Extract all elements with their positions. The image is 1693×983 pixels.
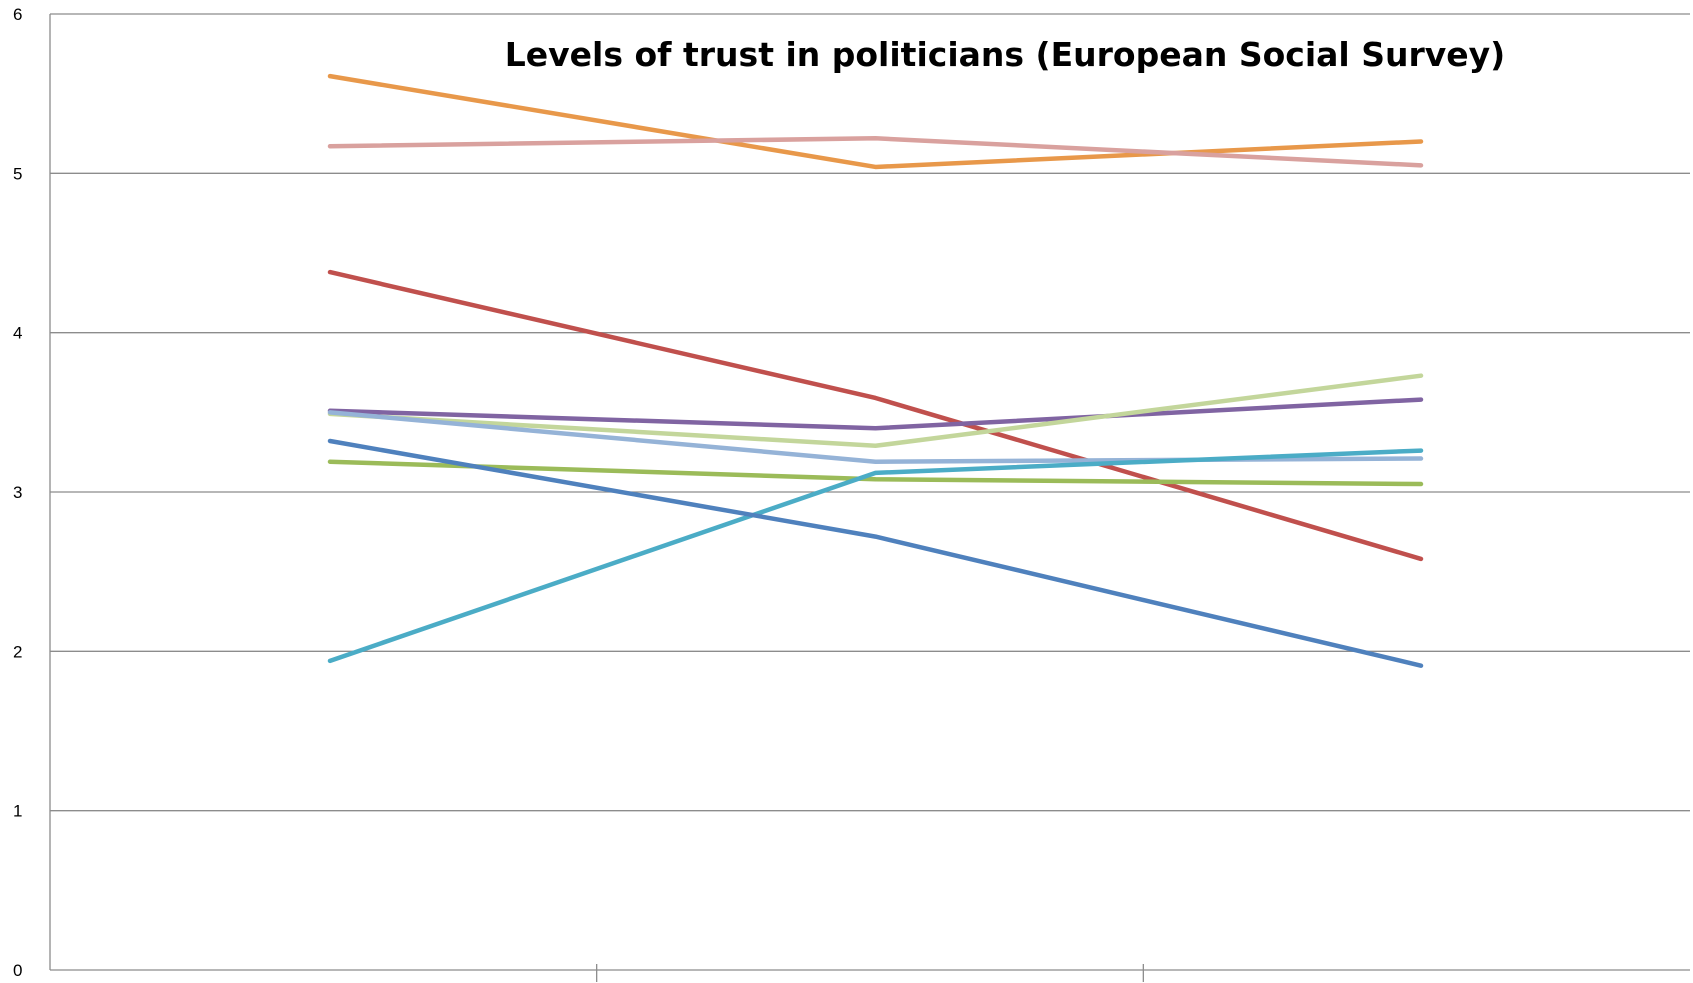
axes [49,14,1690,982]
y-tick-label: 4 [13,324,22,343]
y-tick-labels: 0 1 2 3 4 5 6 [13,5,22,980]
chart-title: Levels of trust in politicians (European… [505,35,1506,74]
y-tick-label: 1 [13,802,22,821]
series-line-9 [327,438,1424,668]
series-lines [327,73,1424,668]
y-tick-label: 0 [13,961,22,980]
gridlines [50,13,1690,812]
series-line-6 [327,410,1424,464]
y-tick-label: 3 [13,483,22,502]
series-line-8 [327,448,1424,664]
y-tick-label: 5 [13,164,22,183]
y-tick-label: 2 [13,642,22,661]
series-line-4 [327,397,1424,431]
series-line-5 [327,373,1424,449]
series-line-1 [327,73,1424,170]
series-line-7 [327,459,1424,487]
series-line-3 [327,269,1424,562]
series-line-2 [327,136,1424,168]
y-tick-label: 6 [13,5,22,24]
